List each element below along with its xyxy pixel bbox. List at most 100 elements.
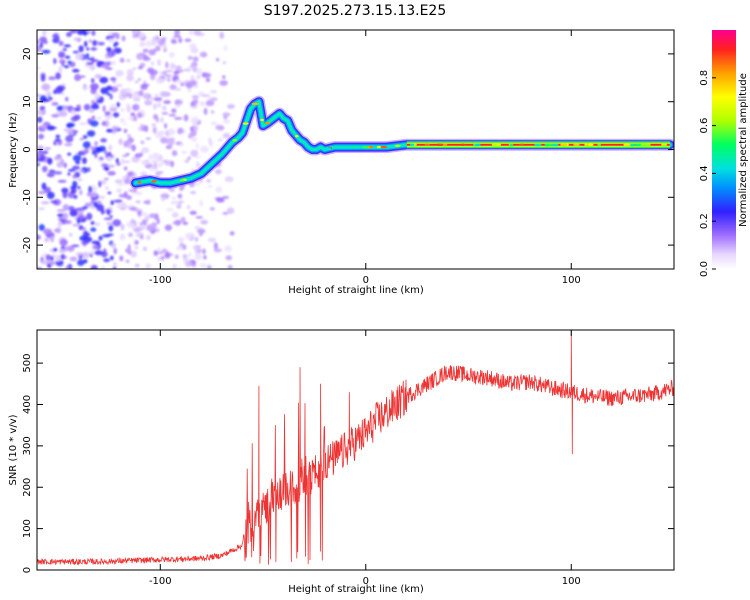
noise-blob [37,207,45,211]
noise-blob [192,99,199,104]
noise-blob [139,171,148,177]
noise-blob [63,65,70,69]
noise-blob [166,207,174,212]
noise-blob [190,149,199,157]
noise-blob [39,154,46,162]
noise-blob [119,255,124,262]
noise-blob [183,68,192,72]
noise-blob [123,160,131,164]
noise-blob [223,119,231,124]
noise-blob [90,146,96,152]
noise-blob [132,67,137,70]
noise-blob [134,246,139,250]
noise-blob [168,113,177,117]
noise-blob [189,210,197,215]
noise-blob [188,30,194,36]
ridge-spot [661,143,668,146]
noise-blob [187,252,192,258]
noise-blob [83,31,87,36]
noise-blob [54,86,64,94]
noise-blob [123,191,128,199]
noise-blob [107,171,116,176]
noise-blob [62,212,69,220]
noise-blob [120,118,125,123]
ridge-spot [519,143,525,146]
noise-blob [219,31,225,40]
noise-blob [168,52,175,58]
noise-blob [174,116,183,120]
noise-blob [171,150,178,157]
noise-blob [71,244,80,248]
noise-blob [164,224,173,231]
noise-blob [145,264,151,269]
ridge-spot [137,181,142,184]
noise-blob [156,218,160,225]
noise-blob [153,113,158,120]
noise-blob [174,79,183,83]
noise-blob [123,140,128,148]
noise-blob [72,154,82,162]
noise-blob [44,237,50,243]
noise-blob [126,246,131,254]
noise-blob [46,125,56,131]
noise-blob [63,128,69,132]
noise-blob [214,169,222,175]
noise-blob [109,215,113,218]
spectrogram-noise [37,30,235,269]
noise-blob [134,227,141,233]
noise-blob [102,167,110,170]
noise-blob [82,205,89,210]
noise-blob [148,154,153,161]
noise-blob [94,74,103,79]
noise-blob [152,126,157,134]
noise-blob [205,77,211,83]
noise-blob [190,191,197,195]
noise-blob [77,215,84,219]
noise-blob [76,185,81,190]
noise-blob [58,249,67,253]
noise-blob [187,87,192,93]
noise-blob [203,255,207,260]
noise-blob [65,135,74,143]
noise-blob [78,169,85,173]
noise-blob [185,81,194,89]
noise-blob [90,221,95,225]
noise-blob [119,207,127,211]
noise-blob [179,127,184,134]
noise-blob [79,121,88,126]
noise-blob [145,137,151,140]
noise-blob [70,109,76,115]
noise-blob [46,172,55,178]
noise-blob [142,93,150,99]
noise-blob [112,112,120,118]
noise-blob [150,159,160,164]
noise-blob [116,102,120,108]
noise-blob [148,213,157,219]
noise-blob [139,212,148,216]
noise-blob [128,232,133,238]
noise-blob [195,142,199,150]
noise-blob [37,66,42,70]
snr-panel: -100 0 100 0 100 200 300 400 500 Height of strai… [8,329,675,595]
noise-blob [105,164,115,168]
noise-blob [206,179,212,183]
spectrogram-ytick-label: 20 [22,48,33,61]
ridge-spot [268,119,272,123]
noise-blob [41,124,47,130]
noise-blob [146,224,155,232]
noise-blob [144,125,149,133]
noise-blob [139,41,146,47]
noise-blob [110,242,117,249]
noise-blob [226,104,235,109]
noise-blob [82,258,88,264]
spectrogram-xtick-label: -100 [149,275,172,286]
noise-blob [157,59,161,66]
noise-blob [86,47,90,51]
noise-blob [161,111,169,115]
noise-blob [98,180,102,188]
noise-blob [108,224,114,232]
noise-blob [141,83,150,87]
noise-blob [184,159,190,163]
ridge-spot [424,143,431,146]
